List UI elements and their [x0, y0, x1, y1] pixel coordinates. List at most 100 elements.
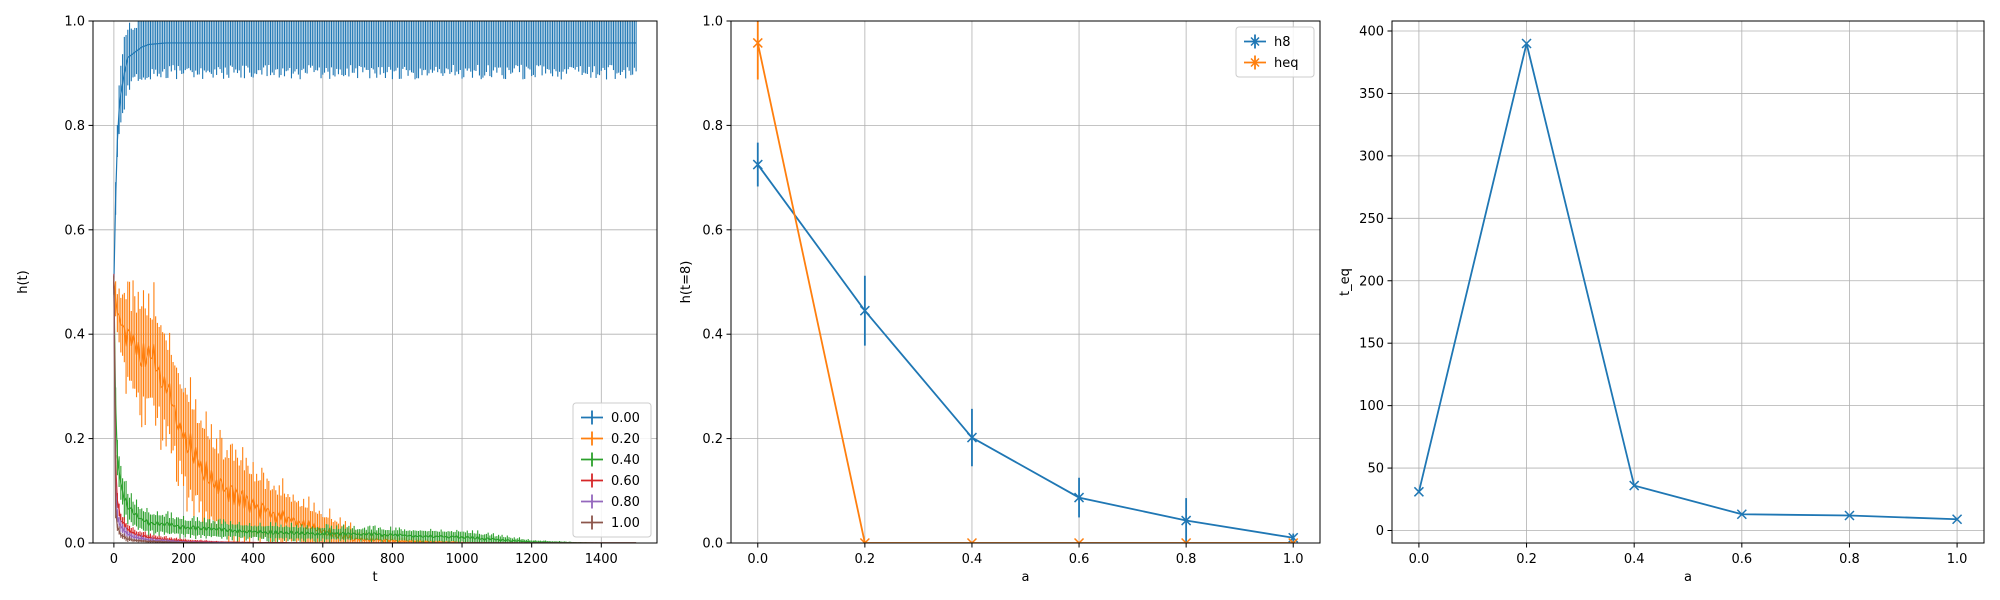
y-tick-label: 1.0: [702, 15, 723, 30]
legend-label: 0.40: [611, 453, 640, 468]
marker-stroke: [1074, 537, 1081, 543]
marker-stroke: [1181, 537, 1188, 543]
data-point: [1413, 486, 1424, 497]
data-point: [1181, 537, 1192, 543]
y-tick-label: 0.8: [64, 119, 85, 134]
legend-entry: 0.80: [581, 494, 640, 510]
data-point: [752, 159, 763, 170]
y-tick-label: 0: [1376, 524, 1384, 539]
marker-stroke: [1292, 537, 1299, 543]
series-s0: [1413, 38, 1963, 525]
series-0.20: [113, 274, 637, 543]
y-tick-label: 350: [1359, 87, 1384, 102]
marker-stroke: [1288, 537, 1295, 543]
marker-stroke: [859, 305, 870, 316]
x-tick-label: 0.4: [1624, 552, 1645, 567]
y-tick-label: 0.4: [702, 328, 723, 343]
y-tick-label: 400: [1359, 24, 1384, 39]
x-tick-label: 800: [380, 552, 405, 567]
subplot-3: 0.0 0.2 0.4 0.6 0.8 1.0 0 50 100 150 200 250 300 350 4…: [1338, 20, 1985, 585]
x-tick-label: 1.0: [1947, 552, 1968, 567]
x-tick-label: 0.2: [855, 552, 876, 567]
legend-entry: 0.20: [581, 431, 640, 447]
legend-entry: 0.40: [581, 452, 640, 468]
legend-entry: h8: [1244, 34, 1291, 50]
y-tick-label: 0.6: [64, 223, 85, 238]
data-point: [1952, 514, 1963, 525]
marker-stroke: [1181, 515, 1192, 526]
x-axis-label: t: [372, 570, 377, 585]
marker-stroke: [1629, 480, 1640, 491]
y-tick-label: 0.6: [702, 223, 723, 238]
data-point: [859, 537, 870, 543]
legend-label: 0.00: [611, 411, 640, 426]
data-layer: [752, 21, 1299, 543]
data-point: [966, 432, 977, 443]
legend-entry: 0.60: [581, 473, 640, 489]
series-line: [756, 42, 1294, 543]
y-axis-label: h(t): [16, 270, 31, 293]
x-tick-label: 1000: [445, 552, 478, 567]
legend: h8 heq: [1235, 26, 1315, 78]
data-point: [1074, 537, 1085, 543]
data-point: [1629, 480, 1640, 491]
legend-label: heq: [1274, 56, 1299, 71]
y-axis-label: h(t=8): [679, 261, 694, 304]
marker-stroke: [1077, 537, 1085, 543]
x-tick-label: 200: [171, 552, 196, 567]
marker-stroke: [1521, 38, 1532, 49]
x-tick-label: 0.0: [1409, 552, 1430, 567]
series-line: [1418, 43, 1958, 521]
legend-label: 0.80: [611, 495, 640, 510]
legend-entry: 0.00: [581, 410, 640, 426]
series-0.00: [113, 21, 637, 289]
legend-label: h8: [1274, 35, 1291, 50]
series-line: [757, 164, 1294, 539]
y-axis-label: t_eq: [1338, 268, 1353, 296]
x-tick-label: 0: [110, 552, 118, 567]
axes-frame: [1391, 20, 1985, 544]
data-point: [1181, 515, 1192, 526]
y-tick-label: 50: [1367, 462, 1384, 477]
series-0.80: [113, 274, 637, 543]
x-tick-label: 0.4: [962, 552, 983, 567]
data-point: [1288, 537, 1299, 543]
y-tick-label: 0.0: [64, 537, 85, 552]
y-tick-label: 300: [1359, 149, 1384, 164]
marker-stroke: [970, 537, 977, 543]
y-tick-label: 0.0: [702, 537, 723, 552]
data-point: [859, 305, 870, 316]
legend-entry: heq: [1244, 55, 1299, 71]
axes-frame: [730, 20, 1321, 544]
x-tick-label: 0.6: [1731, 552, 1752, 567]
x-tick-label: 1.0: [1283, 552, 1304, 567]
x-tick-label: 400: [241, 552, 266, 567]
marker-stroke: [1185, 537, 1192, 543]
marker-stroke: [1952, 514, 1963, 525]
legend: 0.00 0.20 0.40 0.60 0.80 1.00: [572, 402, 652, 538]
y-tick-label: 0.2: [64, 432, 85, 447]
y-tick-label: 100: [1359, 399, 1384, 414]
series-line: [113, 42, 637, 283]
legend-label: 1.00: [611, 516, 640, 531]
marker-stroke: [966, 432, 977, 443]
y-tick-label: 150: [1359, 337, 1384, 352]
marker-stroke: [1736, 509, 1747, 520]
marker-stroke: [859, 537, 866, 543]
legend-label: 0.60: [611, 474, 640, 489]
axes-frame: [92, 20, 658, 544]
legend-marker: [1250, 36, 1260, 47]
y-tick-label: 0.8: [702, 119, 723, 134]
data-point: [1736, 509, 1747, 520]
x-tick-label: 1200: [515, 552, 548, 567]
data-point: [1074, 492, 1085, 503]
data-point: [966, 537, 977, 543]
data-point: [752, 37, 763, 48]
series-0.40: [113, 274, 637, 543]
legend-entry: 1.00: [581, 515, 640, 531]
data-point: [1844, 510, 1855, 521]
series-h8: [752, 142, 1299, 543]
x-tick-label: 0.8: [1176, 552, 1197, 567]
x-axis-label: a: [1684, 570, 1692, 585]
data-layer: [1413, 38, 1963, 525]
